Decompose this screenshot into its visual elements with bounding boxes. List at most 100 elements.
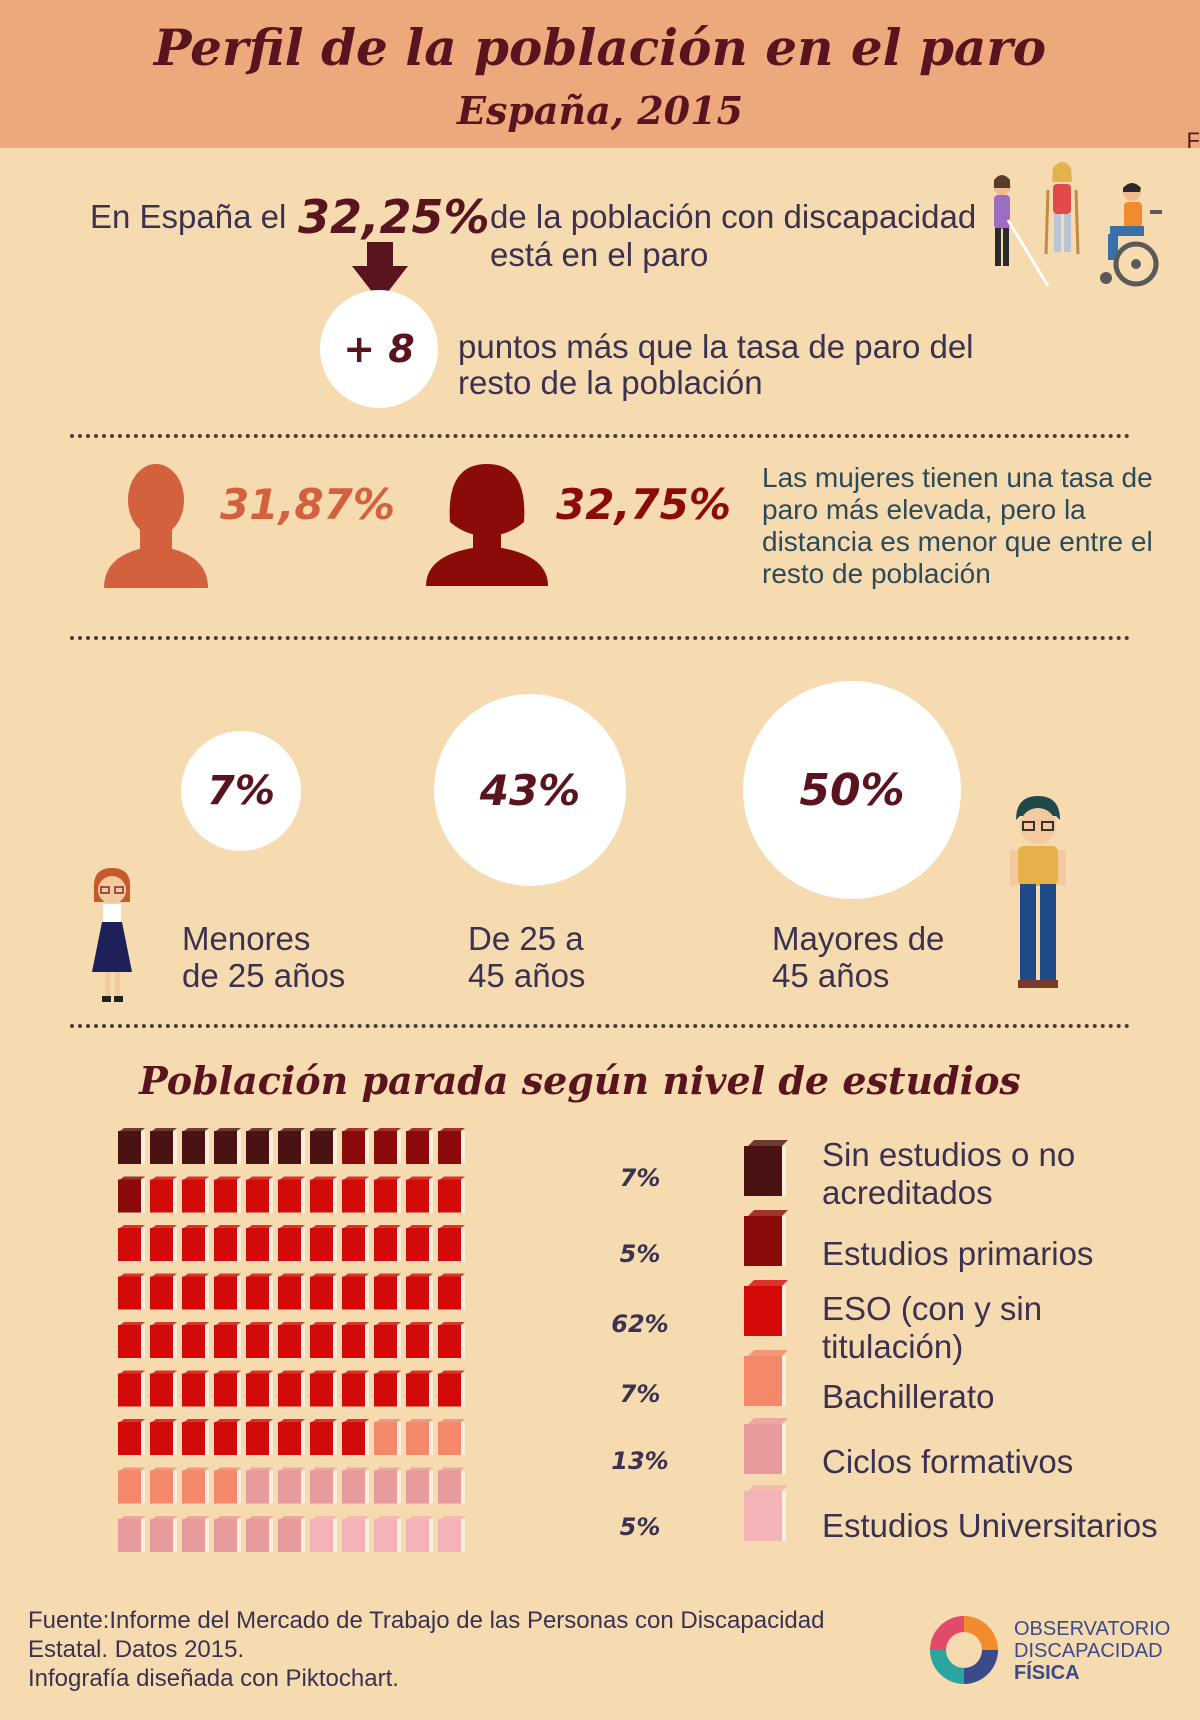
waffle-book-2: ESO (con y sin titulación): [310, 1273, 337, 1310]
age-label-old-line1: Mayores de: [772, 920, 945, 957]
waffle-book-2: ESO (con y sin titulación): [342, 1176, 369, 1213]
waffle-book-0: Sin estudios o no acreditados: [150, 1128, 177, 1164]
waffle-book-2: ESO (con y sin titulación): [310, 1176, 337, 1213]
waffle-book-4: Ciclos formativos: [438, 1467, 465, 1504]
waffle-book-3: Bachillerato: [438, 1419, 465, 1455]
legend-label-primary: Estudios primarios: [822, 1235, 1093, 1273]
legend-percent: 5%: [619, 1513, 661, 1541]
waffle-book-2: ESO (con y sin titulación): [438, 1370, 465, 1407]
legend-label-eso: ESO (con y sin titulación): [822, 1290, 1042, 1366]
observatorio-logo-text: OBSERVATORIO DISCAPACIDAD FÍSICA: [1014, 1618, 1170, 1684]
intro-suffix-line1: de la población con discapacidad: [490, 198, 977, 235]
waffle-book-0: Sin estudios o no acreditados: [118, 1128, 145, 1164]
waffle-book-2: ESO (con y sin titulación): [150, 1322, 177, 1358]
waffle-book-2: ESO (con y sin titulación): [406, 1176, 433, 1213]
waffle-book-4: Ciclos formativos: [342, 1467, 369, 1504]
divider-3: [70, 1024, 1130, 1028]
legend-book-icon: [744, 1280, 788, 1336]
waffle-book-2: ESO (con y sin titulación): [406, 1370, 433, 1407]
waffle-book-2: ESO (con y sin titulación): [118, 1322, 145, 1358]
waffle-book-0: Sin estudios o no acreditados: [278, 1128, 305, 1164]
delta-text-line2: resto de la población: [458, 364, 763, 401]
waffle-book-4: Ciclos formativos: [310, 1467, 337, 1504]
waffle-book-5: Estudios Universitarios: [406, 1516, 433, 1552]
waffle-book-4: Ciclos formativos: [214, 1516, 241, 1552]
legend-book-icons: [744, 1140, 788, 1541]
waffle-book-2: ESO (con y sin titulación): [214, 1225, 241, 1261]
man-illustration-icon: [1010, 796, 1066, 988]
waffle-book-2: ESO (con y sin titulación): [246, 1419, 273, 1455]
waffle-book-5: Estudios Universitarios: [342, 1516, 369, 1552]
logo-line: OBSERVATORIO: [1014, 1618, 1171, 1640]
legend-label-none: Sin estudios o no acreditados: [822, 1136, 1075, 1212]
age-percent-middle: 43%: [479, 765, 581, 815]
legend-percent: 62%: [611, 1310, 669, 1338]
waffle-book-2: ESO (con y sin titulación): [374, 1322, 401, 1358]
waffle-book-2: ESO (con y sin titulación): [438, 1273, 465, 1310]
male-percent: 31,87%: [220, 480, 395, 529]
age-label-young-line2: de 25 años: [182, 957, 346, 994]
waffle-book-2: ESO (con y sin titulación): [310, 1419, 337, 1455]
logo-line: FÍSICA: [1014, 1662, 1080, 1684]
person-with-crutches-icon: [1044, 162, 1080, 255]
girl-illustration-icon: [92, 868, 132, 1002]
legend-label-line: titulación): [822, 1328, 964, 1365]
waffle-book-2: ESO (con y sin titulación): [246, 1176, 273, 1213]
waffle-book-2: ESO (con y sin titulación): [150, 1273, 177, 1310]
waffle-book-2: ESO (con y sin titulación): [342, 1370, 369, 1407]
waffle-book-1: Estudios primarios: [118, 1176, 145, 1213]
waffle-book-0: Sin estudios o no acreditados: [310, 1128, 337, 1164]
waffle-book-2: ESO (con y sin titulación): [374, 1273, 401, 1310]
legend-label-line: Sin estudios o no: [822, 1136, 1076, 1173]
waffle-book-2: ESO (con y sin titulación): [150, 1419, 177, 1455]
waffle-book-2: ESO (con y sin titulación): [214, 1322, 241, 1358]
waffle-book-1: Estudios primarios: [438, 1128, 465, 1164]
gender-note-line: resto de población: [762, 558, 991, 589]
waffle-book-2: ESO (con y sin titulación): [310, 1225, 337, 1261]
waffle-book-3: Bachillerato: [118, 1467, 145, 1504]
age-label-middle-line1: De 25 a: [468, 920, 584, 957]
waffle-book-1: Estudios primarios: [374, 1128, 401, 1164]
waffle-book-2: ESO (con y sin titulación): [278, 1370, 305, 1407]
waffle-book-2: ESO (con y sin titulación): [246, 1273, 273, 1310]
age-label-young-line1: Menores: [182, 920, 311, 957]
delta-text-line1: puntos más que la tasa de paro del: [458, 328, 974, 365]
divider-2: [70, 636, 1130, 640]
person-with-cane-icon: [993, 175, 1050, 287]
waffle-book-2: ESO (con y sin titulación): [406, 1273, 433, 1310]
waffle-book-2: ESO (con y sin titulación): [374, 1225, 401, 1261]
gender-note-line: paro más elevada, pero la: [762, 494, 1086, 525]
page-subtitle: España, 2015: [456, 88, 744, 133]
legend-label-line: Estudios Universitarios: [822, 1507, 1158, 1544]
waffle-book-3: Bachillerato: [374, 1419, 401, 1455]
waffle-book-2: ESO (con y sin titulación): [438, 1225, 465, 1261]
waffle-book-4: Ciclos formativos: [278, 1516, 305, 1552]
waffle-book-3: Bachillerato: [150, 1467, 177, 1504]
waffle-book-2: ESO (con y sin titulación): [438, 1322, 465, 1358]
waffle-book-2: ESO (con y sin titulación): [406, 1322, 433, 1358]
legend-percent: 5%: [619, 1240, 661, 1268]
age-label-young: Menores de 25 años: [182, 920, 345, 994]
female-percent: 32,75%: [556, 480, 731, 529]
waffle-book-2: ESO (con y sin titulación): [278, 1176, 305, 1213]
legend-percent: 13%: [611, 1447, 669, 1475]
waffle-book-4: Ciclos formativos: [406, 1467, 433, 1504]
waffle-book-4: Ciclos formativos: [278, 1467, 305, 1504]
waffle-book-5: Estudios Universitarios: [374, 1516, 401, 1552]
waffle-book-5: Estudios Universitarios: [438, 1516, 465, 1552]
waffle-book-2: ESO (con y sin titulación): [278, 1322, 305, 1358]
page-title: Perfil de la población en el paro: [153, 18, 1047, 77]
waffle-book-2: ESO (con y sin titulación): [342, 1322, 369, 1358]
gender-note: Las mujeres tienen una tasa de paro más …: [762, 462, 1153, 590]
observatorio-logo-icon: [930, 1616, 998, 1684]
waffle-book-2: ESO (con y sin titulación): [214, 1273, 241, 1310]
waffle-book-3: Bachillerato: [406, 1419, 433, 1455]
waffle-book-2: ESO (con y sin titulación): [150, 1225, 177, 1261]
intro-suffix-line2: está en el paro: [490, 236, 709, 273]
waffle-book-2: ESO (con y sin titulación): [118, 1370, 145, 1407]
waffle-book-2: ESO (con y sin titulación): [342, 1419, 369, 1455]
waffle-book-4: Ciclos formativos: [118, 1516, 145, 1552]
female-silhouette-icon: [426, 464, 548, 586]
header-banner: Perfil de la población en el paro España…: [0, 0, 1200, 148]
waffle-book-2: ESO (con y sin titulación): [118, 1225, 145, 1261]
